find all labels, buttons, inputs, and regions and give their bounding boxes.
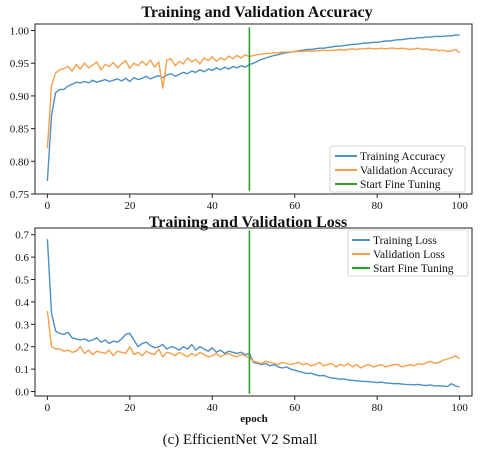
accuracy-plot-frame xyxy=(34,23,473,195)
loss-ticks-layer: 0 20 40 60 80 100 0.0 0.1 0.2 0.3 0.4 0.5 0.6 0.7 xyxy=(15,230,468,414)
figure-caption: (c) EfficientNet V2 Small xyxy=(163,432,318,448)
accuracy-x-tick-label: 80 xyxy=(372,200,384,212)
accuracy-series-training-accuracy xyxy=(46,34,460,181)
accuracy-chart-title: Training and Validation Accuracy xyxy=(141,4,372,21)
accuracy-y-tick-label: 0.85 xyxy=(10,124,30,136)
legend-label-validation-loss: Validation Loss xyxy=(373,249,445,261)
loss-x-tick-label: 80 xyxy=(372,402,384,414)
accuracy-legend-box xyxy=(329,145,466,193)
loss-legend-box xyxy=(347,229,469,277)
accuracy-y-tick-label: 0.80 xyxy=(10,156,30,168)
loss-x-tick-label: 40 xyxy=(207,402,219,414)
loss-x-tick-label: 100 xyxy=(451,402,468,414)
accuracy-y-tick-label: 1.00 xyxy=(10,26,30,38)
loss-x-tick-label: 20 xyxy=(124,402,136,414)
legend-label-start-fine-tuning: Start Fine Tuning xyxy=(360,179,441,191)
loss-x-tick-label: 60 xyxy=(289,402,301,414)
accuracy-series-layer xyxy=(46,27,461,191)
accuracy-ticks-layer: 0 20 40 60 80 100 0.75 0.80 0.85 0.90 0.95 1.00 xyxy=(10,26,469,212)
accuracy-x-tick-label: 100 xyxy=(451,200,468,212)
loss-y-tick-label: 0.1 xyxy=(15,364,29,376)
loss-series-training-loss xyxy=(46,239,460,388)
loss-chart-title: Training and Validation Loss xyxy=(149,214,347,231)
accuracy-series-validation-accuracy xyxy=(46,47,461,149)
legend-label-training-accuracy: Training Accuracy xyxy=(360,151,446,163)
loss-y-tick-label: 0.0 xyxy=(15,387,29,399)
legend-label-training-loss: Training Loss xyxy=(373,235,437,247)
loss-y-tick-label: 0.5 xyxy=(15,275,29,287)
loss-chart: Training and Validation Loss 0 20 40 60 80 10… xyxy=(15,214,473,425)
accuracy-legend: Training Accuracy Validation Accuracy St… xyxy=(329,145,466,193)
loss-y-tick-label: 0.3 xyxy=(15,319,29,331)
accuracy-chart: Training and Validation Accuracy 0 20 40 60… xyxy=(10,4,473,212)
loss-y-tick-label: 0.2 xyxy=(15,342,29,354)
accuracy-x-tick-label: 20 xyxy=(124,200,136,212)
loss-plot-frame xyxy=(34,227,473,397)
loss-legend: Training Loss Validation Loss Start Fine… xyxy=(347,229,469,277)
loss-series-validation-loss xyxy=(46,310,461,369)
accuracy-x-tick-label: 0 xyxy=(45,200,51,212)
legend-label-start-fine-tuning-loss: Start Fine Tuning xyxy=(373,263,454,275)
loss-series-layer xyxy=(46,230,461,394)
accuracy-y-tick-label: 0.95 xyxy=(10,58,30,70)
accuracy-x-tick-label: 60 xyxy=(289,200,301,212)
accuracy-y-tick-label: 0.75 xyxy=(10,189,30,201)
accuracy-y-tick-label: 0.90 xyxy=(10,91,30,103)
loss-x-tick-label: 0 xyxy=(45,402,51,414)
legend-label-validation-accuracy: Validation Accuracy xyxy=(360,165,454,177)
loss-y-tick-label: 0.7 xyxy=(15,230,29,242)
loss-y-tick-label: 0.6 xyxy=(15,252,29,264)
loss-x-axis-label: epoch xyxy=(240,413,268,425)
loss-y-tick-label: 0.4 xyxy=(15,297,29,309)
accuracy-x-tick-label: 40 xyxy=(207,200,219,212)
